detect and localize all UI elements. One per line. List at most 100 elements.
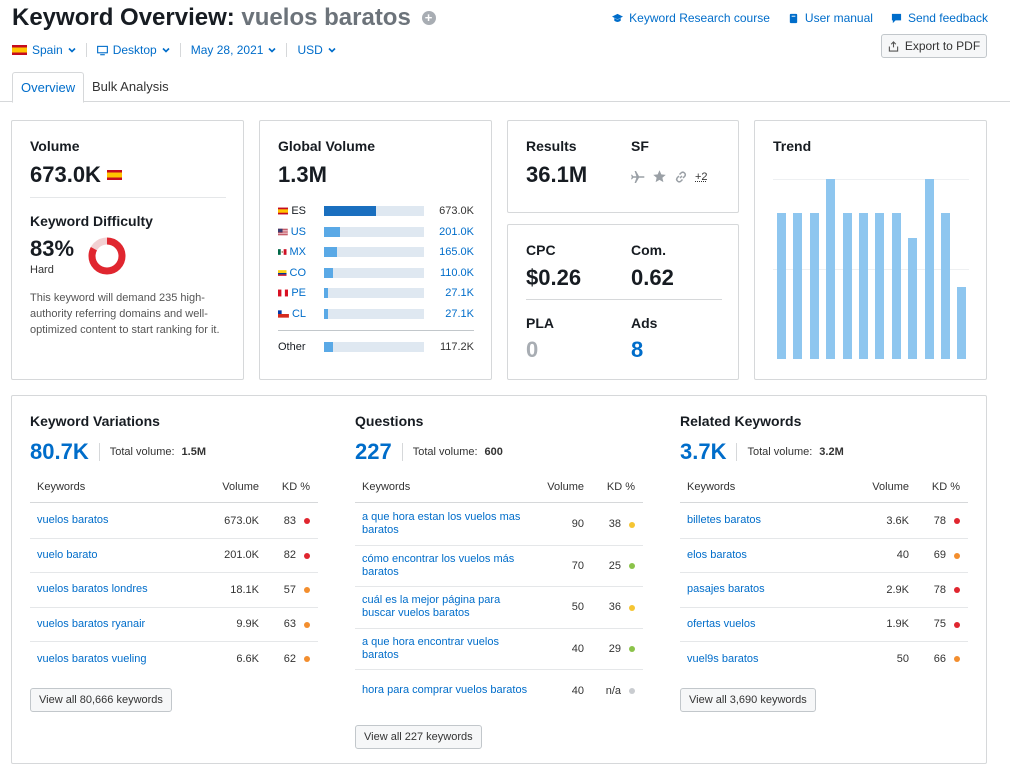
spain-flag-icon (12, 45, 27, 55)
keyword-link[interactable]: vuelos baratos (37, 514, 109, 527)
us-flag-icon (278, 228, 288, 235)
top-links: Keyword Research course User manual Send… (612, 11, 988, 25)
table-row: vuelos baratos 673.0K 83 (30, 504, 318, 539)
kd-value: 83% (30, 236, 75, 261)
related-keywords-table-header: Keywords Volume KD % (680, 473, 968, 503)
divider (98, 443, 100, 461)
trend-bar[interactable] (891, 213, 901, 359)
global-volume-title: Global Volume (278, 138, 375, 154)
country-code-label: MX (289, 246, 307, 258)
currency-selector[interactable]: USD (297, 43, 345, 57)
global-volume-row-pe: PE 27.1K (278, 283, 474, 303)
export-label: Export to PDF (904, 39, 981, 53)
country-volume[interactable]: 27.1K (445, 307, 474, 320)
keyword-link[interactable]: elos baratos (687, 548, 747, 561)
plane-icon[interactable] (631, 170, 645, 184)
trend-bar[interactable] (924, 179, 934, 359)
keyword-link[interactable]: vuelos baratos londres (37, 583, 148, 596)
mx-flag-icon (278, 249, 287, 255)
country-volume[interactable]: 27.1K (445, 287, 474, 299)
trend-bar[interactable] (941, 213, 950, 359)
keyword-variations-view-all-button[interactable]: View all 80,666 keywords (30, 688, 172, 712)
country-code[interactable]: PE (278, 287, 306, 299)
kd-column-header[interactable]: KD % (931, 481, 960, 493)
keyword-variations-count[interactable]: 80.7K (30, 439, 89, 464)
country-bar-fill (324, 288, 328, 298)
keyword-link[interactable]: a que hora encontrar vuelos baratos (362, 635, 499, 661)
ads-value[interactable]: 8 (631, 337, 644, 362)
sf-more[interactable]: +2 (695, 170, 708, 183)
country-volume[interactable]: 201.0K (439, 225, 474, 238)
send-feedback-link[interactable]: Send feedback (891, 11, 988, 25)
total-volume-value: 600 (484, 446, 503, 458)
keyword-link[interactable]: pasajes baratos (687, 583, 765, 596)
keywords-column-header[interactable]: Keywords (37, 481, 86, 493)
volume-value: 18.1K (230, 583, 259, 596)
trend-bar[interactable] (842, 213, 852, 359)
country-code[interactable]: US (278, 226, 306, 238)
other-label: Other (278, 341, 306, 353)
keywords-column-header[interactable]: Keywords (362, 481, 411, 493)
kd-value: 78 (933, 514, 946, 527)
keyword-link[interactable]: cómo encontrar los vuelos más baratos (362, 552, 515, 578)
com-label: Com. (631, 242, 666, 258)
star-icon[interactable] (652, 169, 667, 184)
questions-count[interactable]: 227 (355, 439, 392, 464)
export-to-pdf-button[interactable]: Export to PDF (881, 34, 987, 58)
related-keywords-view-all-button[interactable]: View all 3,690 keywords (680, 688, 816, 712)
date-selector[interactable]: May 28, 2021 (191, 43, 288, 57)
kd-column-header[interactable]: KD % (606, 481, 635, 493)
country-code[interactable]: MX (278, 246, 306, 258)
keyword-link[interactable]: vuelo barato (37, 548, 98, 561)
trend-bar[interactable] (809, 213, 819, 359)
ads-label: Ads (631, 315, 658, 331)
volume-column-header[interactable]: Volume (222, 481, 259, 493)
graduation-cap-icon (612, 13, 624, 22)
keyword-link[interactable]: cuál es la mejor página para buscar vuel… (362, 594, 501, 620)
trend-bar[interactable] (826, 179, 836, 359)
device-selector[interactable]: Desktop (96, 43, 181, 57)
trend-bar[interactable] (875, 213, 885, 359)
other-value: 117.2K (439, 341, 474, 353)
keyword-link[interactable]: a que hora estan los vuelos mas baratos (362, 511, 521, 537)
kd-value: 82 (283, 549, 296, 562)
keywords-column-header[interactable]: Keywords (687, 481, 736, 493)
device-value: Desktop (112, 43, 157, 57)
volume-column-header[interactable]: Volume (547, 481, 584, 493)
results-value: 36.1M (526, 162, 588, 187)
table-row: vuelos baratos londres 18.1K 57 (30, 573, 318, 608)
chevron-down-icon (328, 47, 336, 53)
divider (736, 443, 738, 461)
trend-bar[interactable] (793, 213, 803, 359)
tab-bulk-analysis[interactable]: Bulk Analysis (92, 79, 169, 94)
related-keywords-count[interactable]: 3.7K (680, 439, 727, 464)
keyword-link[interactable]: billetes baratos (687, 514, 761, 527)
keyword-research-course-link[interactable]: Keyword Research course (612, 11, 770, 25)
keyword-link[interactable]: vuelos baratos vueling (37, 652, 147, 665)
volume-column-header[interactable]: Volume (872, 481, 909, 493)
country-volume[interactable]: 110.0K (439, 266, 474, 279)
keyword-link[interactable]: vuelos baratos ryanair (37, 617, 146, 630)
country-selector[interactable]: Spain (12, 43, 87, 57)
country-volume[interactable]: 165.0K (439, 246, 474, 258)
add-keyword-icon[interactable]: + (421, 11, 436, 25)
country-code[interactable]: CO (278, 267, 306, 279)
trend-bar[interactable] (908, 238, 918, 359)
questions-view-all-button[interactable]: View all 227 keywords (355, 725, 482, 749)
user-manual-link[interactable]: User manual (788, 11, 873, 25)
link-icon[interactable] (674, 170, 688, 184)
desktop-icon (96, 45, 108, 55)
kd-column-header[interactable]: KD % (281, 481, 310, 493)
gridline (773, 179, 969, 180)
trend-bar[interactable] (859, 213, 868, 359)
keyword-link[interactable]: hora para comprar vuelos baratos (362, 684, 528, 697)
total-volume-label: Total volume: (412, 446, 478, 458)
trend-title: Trend (773, 138, 812, 154)
trend-bar[interactable] (777, 213, 786, 359)
keyword-link[interactable]: vuel9s baratos (687, 652, 759, 665)
keyword-link[interactable]: ofertas vuelos (687, 617, 756, 630)
country-bar (324, 226, 424, 237)
country-code[interactable]: CL (278, 308, 306, 320)
trend-bar[interactable] (957, 287, 967, 359)
tab-overview[interactable]: Overview (12, 72, 85, 103)
